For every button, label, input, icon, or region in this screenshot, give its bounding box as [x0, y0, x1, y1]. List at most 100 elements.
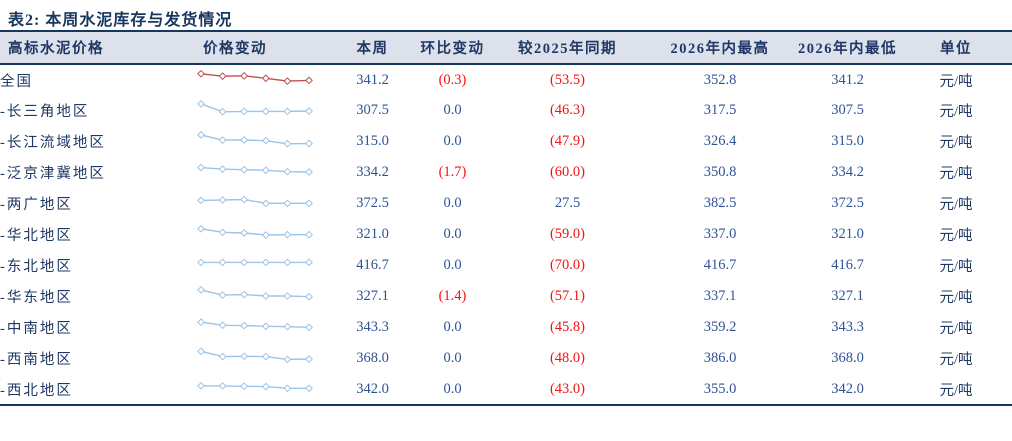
region-label: -长江流域地区: [0, 135, 106, 151]
column-header-unit: 单位: [940, 41, 972, 57]
2026-low-value: 342.0: [831, 380, 864, 397]
2026-low-value: 307.5: [831, 102, 864, 118]
region-label: 全国: [0, 73, 33, 90]
vs-2025-value: (46.3): [549, 102, 586, 118]
2026-low-value: 416.7: [831, 257, 864, 273]
table-row: -泛京津冀地区 334.2 (1.7) (60.0) 350.8 334.2 元/吨: [0, 157, 1012, 188]
table-row: -华北地区 321.0 0.0 (59.0) 337.0 321.0 元/吨: [0, 219, 1012, 250]
vs-2025-value: 27.5: [554, 195, 581, 211]
sparkline-svg: [197, 381, 313, 393]
price-trend-sparkline: [195, 188, 330, 219]
price-trend-sparkline: [195, 281, 330, 312]
region-label: -东北地区: [0, 259, 73, 275]
wow-change-value: 0.0: [443, 133, 462, 149]
this-week-value: 334.2: [356, 164, 389, 180]
price-trend-sparkline: [195, 250, 330, 281]
price-trend-sparkline: [195, 95, 330, 126]
unit-value: 元/吨: [939, 104, 973, 120]
this-week-value: 341.2: [356, 71, 389, 88]
vs-2025-value: (60.0): [549, 164, 586, 180]
this-week-value: 321.0: [356, 226, 389, 242]
2026-low-value: 341.2: [831, 71, 864, 88]
2026-high-value: 386.0: [703, 350, 737, 366]
2026-low-value: 321.0: [831, 226, 864, 242]
2026-high-value: 337.1: [703, 288, 737, 304]
wow-change-value: (1.4): [438, 288, 467, 304]
table-row: -两广地区 372.5 0.0 27.5 382.5 372.5 元/吨: [0, 188, 1012, 219]
2026-high-value: 355.0: [703, 380, 737, 397]
price-trend-sparkline: [195, 126, 330, 157]
table-row: -西南地区 368.0 0.0 (48.0) 386.0 368.0 元/吨: [0, 343, 1012, 374]
unit-value: 元/吨: [939, 166, 973, 182]
price-trend-sparkline: [195, 343, 330, 374]
unit-value: 元/吨: [939, 228, 973, 244]
unit-value: 元/吨: [939, 382, 973, 399]
vs-2025-value: (57.1): [549, 288, 586, 304]
region-label: -华北地区: [0, 228, 73, 244]
region-label: -西南地区: [0, 352, 73, 368]
column-header-spark: 价格变动: [203, 41, 267, 57]
region-label: -泛京津冀地区: [0, 166, 106, 182]
price-trend-sparkline: [195, 374, 330, 405]
this-week-value: 315.0: [356, 133, 389, 149]
column-header-high: 2026年内最高: [670, 41, 770, 57]
region-label: -西北地区: [0, 382, 73, 399]
wow-change-value: 0.0: [443, 350, 462, 366]
2026-low-value: 327.1: [831, 288, 864, 304]
sparkline-svg: [197, 285, 313, 301]
vs-2025-value: (70.0): [549, 257, 586, 273]
table-row: -中南地区 343.3 0.0 (45.8) 359.2 343.3 元/吨: [0, 312, 1012, 343]
2026-high-value: 382.5: [703, 195, 737, 211]
wow-change-value: (1.7): [438, 164, 467, 180]
unit-value: 元/吨: [939, 321, 973, 337]
wow-change-value: 0.0: [443, 257, 462, 273]
2026-high-value: 350.8: [703, 164, 737, 180]
region-label: -长三角地区: [0, 104, 90, 120]
this-week-value: 368.0: [356, 350, 389, 366]
unit-value: 元/吨: [939, 259, 973, 275]
sparkline-svg: [197, 317, 313, 331]
wow-change-value: 0.0: [443, 102, 462, 118]
sparkline-svg: [197, 346, 313, 363]
wow-change-value: 0.0: [443, 380, 462, 397]
column-header-week: 本周: [356, 41, 389, 57]
2026-high-value: 352.8: [703, 71, 737, 88]
unit-value: 元/吨: [939, 197, 973, 213]
cement-price-table: 高标水泥价格 价格变动 本周 环比变动 较2025年同期 2026年内最高 2026年内最低…: [0, 30, 1012, 406]
table-header: 高标水泥价格 价格变动 本周 环比变动 较2025年同期 2026年内最高 2026年内最低…: [0, 31, 1012, 64]
column-header-wow: 环比变动: [420, 41, 485, 57]
sparkline-svg: [197, 257, 313, 266]
sparkline-svg: [197, 99, 313, 116]
table-row: -西北地区 342.0 0.0 (43.0) 355.0 342.0 元/吨: [0, 374, 1012, 405]
2026-high-value: 337.0: [703, 226, 737, 242]
unit-value: 元/吨: [939, 73, 973, 90]
sparkline-svg: [197, 69, 313, 86]
region-label: -两广地区: [0, 197, 73, 213]
2026-low-value: 372.5: [831, 195, 864, 211]
sparkline-svg: [197, 163, 313, 176]
sparkline-svg: [197, 130, 313, 148]
table-row: -东北地区 416.7 0.0 (70.0) 416.7 416.7 元/吨: [0, 250, 1012, 281]
this-week-value: 342.0: [356, 380, 389, 397]
vs-2025-value: (45.8): [549, 319, 586, 335]
2026-low-value: 315.0: [831, 133, 864, 149]
table-body: 全国 341.2 (0.3) (53.5) 352.8 341.2 元/吨 -长三角地区 307…: [0, 64, 1012, 405]
header-row: 高标水泥价格 价格变动 本周 环比变动 较2025年同期 2026年内最高 2026年内最低…: [0, 31, 1012, 64]
unit-value: 元/吨: [939, 135, 973, 151]
region-label: -华东地区: [0, 290, 73, 306]
price-trend-sparkline: [195, 64, 330, 95]
wow-change-value: 0.0: [443, 195, 462, 211]
unit-value: 元/吨: [939, 352, 973, 368]
2026-high-value: 317.5: [703, 102, 737, 118]
wow-change-value: 0.0: [443, 226, 462, 242]
2026-high-value: 416.7: [703, 257, 737, 273]
2026-low-value: 334.2: [831, 164, 864, 180]
column-header-region: 高标水泥价格: [8, 41, 104, 57]
price-trend-sparkline: [195, 312, 330, 343]
vs-2025-value: (59.0): [549, 226, 586, 242]
wow-change-value: (0.3): [438, 71, 467, 88]
2026-low-value: 343.3: [831, 319, 864, 335]
this-week-value: 343.3: [356, 319, 389, 335]
this-week-value: 416.7: [356, 257, 389, 273]
unit-value: 元/吨: [939, 290, 973, 306]
